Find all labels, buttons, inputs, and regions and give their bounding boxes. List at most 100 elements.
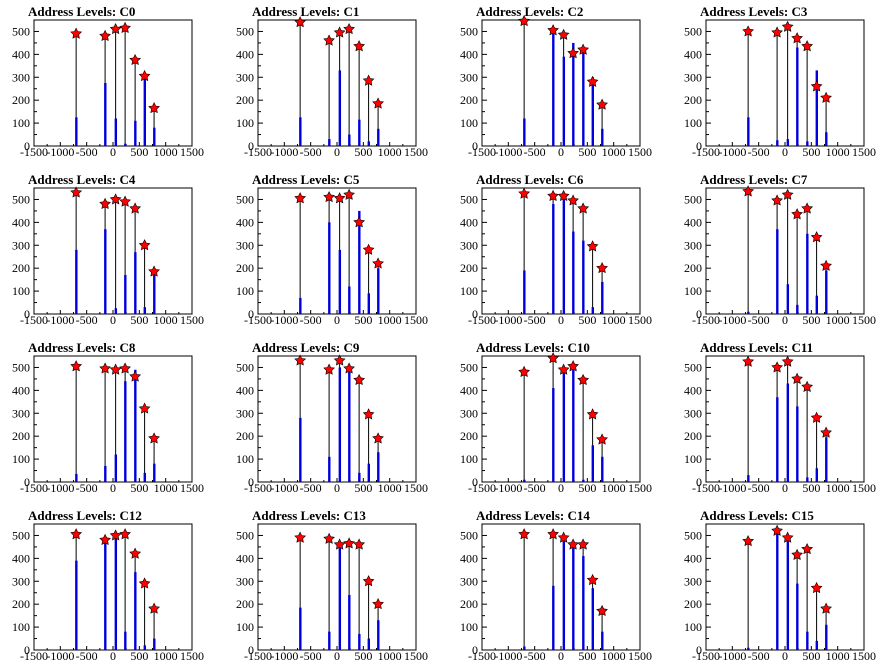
x-tick-label: -1500 xyxy=(244,649,272,663)
y-tick-label: 0 xyxy=(24,139,30,153)
bar xyxy=(601,631,604,650)
x-tick-label: -1000 xyxy=(46,145,74,159)
bar xyxy=(338,367,342,482)
bar xyxy=(815,468,818,482)
bar xyxy=(338,70,342,146)
bar xyxy=(299,607,302,650)
plot-frame xyxy=(33,19,193,147)
bar xyxy=(124,631,127,650)
bar xyxy=(153,463,156,482)
x-tick-label: 1500 xyxy=(852,145,876,159)
y-tick-label: 100 xyxy=(236,620,254,634)
panel-c5: Address Levels: C5-1500-1000 -500 0 500 1000… xyxy=(236,172,428,327)
y-tick-label: 300 xyxy=(460,238,478,252)
peak-marker xyxy=(820,259,832,271)
bar xyxy=(348,595,351,650)
x-tick-label: 1000 xyxy=(154,481,178,495)
y-tick-label: 400 xyxy=(12,215,30,229)
bar xyxy=(328,631,331,650)
y-tick-label: 500 xyxy=(684,24,702,38)
bar xyxy=(328,139,331,146)
y-tick-label: 300 xyxy=(460,406,478,420)
bar xyxy=(358,210,361,314)
peak-marker xyxy=(148,102,160,114)
bar xyxy=(562,56,566,147)
x-tick-label: -500 xyxy=(300,481,322,495)
peak-marker xyxy=(547,528,559,540)
y-tick-label: 100 xyxy=(684,620,702,634)
panel-c2: Address Levels: C2-1500-1000 -500 0 500 1000… xyxy=(460,4,652,159)
x-tick-label: 1500 xyxy=(628,649,652,663)
x-tick-label: 0 xyxy=(110,481,116,495)
panel-title: Address Levels: C9 xyxy=(252,340,360,355)
peak-marker xyxy=(372,598,384,610)
x-tick-label: -1000 xyxy=(718,145,746,159)
bar xyxy=(572,231,575,314)
bar xyxy=(114,454,118,482)
x-tick-label: -500 xyxy=(300,649,322,663)
peak-marker xyxy=(323,532,335,544)
x-tick-label: -500 xyxy=(300,145,322,159)
bar xyxy=(747,475,750,482)
peak-marker xyxy=(343,188,355,200)
bar xyxy=(124,381,127,482)
peak-marker xyxy=(771,194,783,206)
peak-marker xyxy=(801,380,814,392)
x-tick-label: 1500 xyxy=(628,145,652,159)
y-tick-label: 0 xyxy=(248,475,254,489)
peak-marker xyxy=(586,408,599,420)
bar xyxy=(328,456,331,482)
y-tick-label: 0 xyxy=(472,475,478,489)
y-tick-label: 200 xyxy=(236,429,254,443)
bar xyxy=(591,588,594,650)
x-tick-label: -1500 xyxy=(468,313,496,327)
peak-marker xyxy=(567,538,579,550)
peak-marker xyxy=(781,531,794,543)
y-tick-label: 300 xyxy=(12,70,30,84)
bar xyxy=(562,367,566,482)
peak-marker xyxy=(99,533,111,546)
y-tick-label: 500 xyxy=(684,528,702,542)
panel-title: Address Levels: C5 xyxy=(252,172,360,187)
x-tick-label: 500 xyxy=(354,649,372,663)
y-tick-label: 500 xyxy=(12,24,30,38)
y-tick-label: 100 xyxy=(12,116,30,130)
peak-marker xyxy=(781,20,794,32)
x-tick-label: 500 xyxy=(130,313,148,327)
x-tick-label: -500 xyxy=(524,481,546,495)
x-tick-label: 1500 xyxy=(404,313,428,327)
x-tick-label: -1500 xyxy=(692,313,720,327)
panel-c4: Address Levels: C4-1500-1000 -500 0 500 1000… xyxy=(12,172,204,327)
panel-c13: Address Levels: C13 -1500-1000 -500 0 500 100… xyxy=(236,508,428,663)
bar xyxy=(299,117,302,146)
x-tick-label: 500 xyxy=(802,649,820,663)
x-tick-label: 0 xyxy=(110,649,116,663)
bar xyxy=(358,633,361,650)
y-tick-label: 0 xyxy=(24,307,30,321)
bar xyxy=(776,397,779,482)
panel-c7: Address Levels: C7-1500-1000 -500 0 500 1000… xyxy=(684,172,876,327)
x-tick-label: 500 xyxy=(354,313,372,327)
peak-marker xyxy=(323,34,335,46)
peak-marker xyxy=(567,360,579,372)
x-tick-label: -500 xyxy=(748,313,770,327)
x-tick-label: 0 xyxy=(558,481,564,495)
y-tick-label: 500 xyxy=(236,360,254,374)
y-tick-label: 200 xyxy=(460,261,478,275)
peak-marker xyxy=(557,28,570,40)
y-tick-label: 100 xyxy=(12,284,30,298)
x-tick-label: 1000 xyxy=(826,313,850,327)
plot-frame xyxy=(481,523,641,651)
x-tick-label: 1500 xyxy=(852,649,876,663)
y-tick-label: 200 xyxy=(236,597,254,611)
plot-frame xyxy=(33,187,193,315)
peak-marker xyxy=(567,194,579,206)
y-tick-label: 0 xyxy=(696,307,702,321)
x-tick-label: 500 xyxy=(578,649,596,663)
y-tick-label: 100 xyxy=(460,620,478,634)
x-tick-label: 1500 xyxy=(404,145,428,159)
panel-c10: Address Levels: C10 -1500-1000 -500 0 500 100… xyxy=(460,340,652,495)
peak-marker xyxy=(70,27,83,39)
x-tick-label: -500 xyxy=(76,481,98,495)
panel-c15: Address Levels: C15 -1500-1000 -500 0 500 100… xyxy=(684,508,876,663)
